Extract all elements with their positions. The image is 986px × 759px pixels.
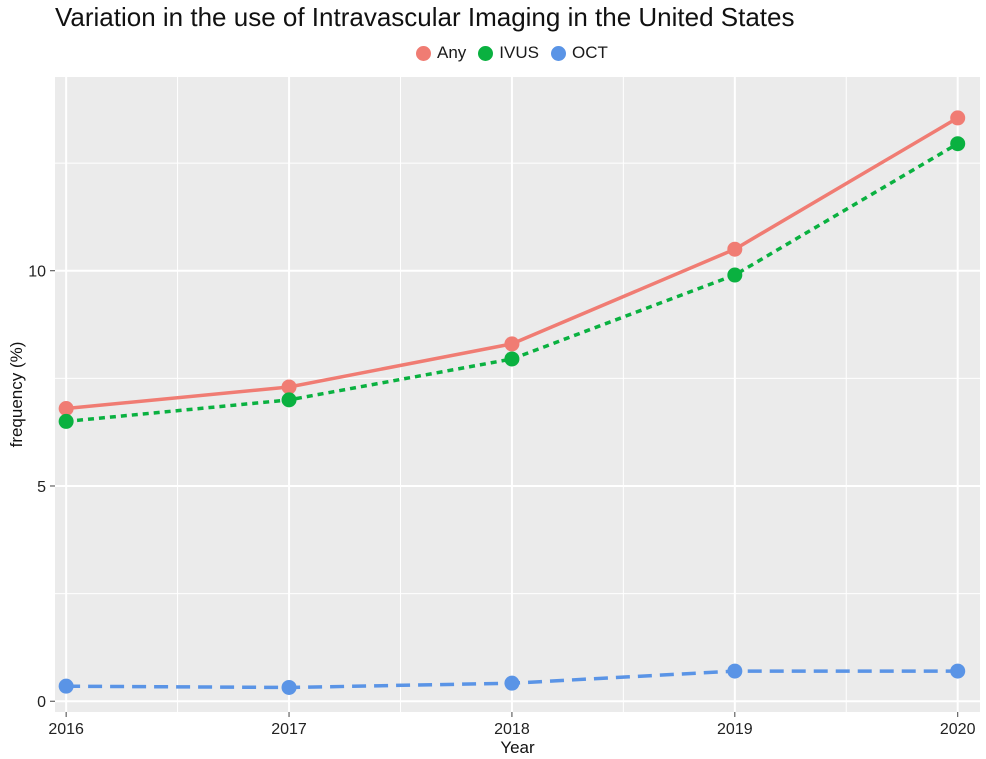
data-point-any-2017 <box>281 379 297 395</box>
data-point-ivus-2018 <box>504 351 520 367</box>
x-tick-label: 2017 <box>271 721 307 738</box>
legend-label-oct: OCT <box>571 43 608 62</box>
legend-label-ivus: IVUS <box>499 43 539 62</box>
data-point-ivus-2017 <box>281 392 297 408</box>
data-point-any-2020 <box>950 110 966 126</box>
data-point-ivus-2019 <box>727 267 743 283</box>
legend-key-oct <box>550 45 566 61</box>
legend-item-any: Any <box>416 43 466 63</box>
y-tick-label: 0 <box>37 694 46 711</box>
legend: Any IVUS OCT <box>416 40 620 66</box>
x-tick-label: 2019 <box>717 721 753 738</box>
x-tick-label: 2016 <box>48 721 84 738</box>
y-axis-title: frequency (%) <box>7 342 26 448</box>
x-tick-label: 2020 <box>940 721 976 738</box>
data-point-any-2019 <box>727 241 743 257</box>
legend-item-oct: OCT <box>550 43 608 63</box>
data-point-ivus-2016 <box>58 413 74 429</box>
legend-item-ivus: IVUS <box>478 43 539 63</box>
data-point-any-2016 <box>58 400 74 416</box>
data-point-any-2018 <box>504 336 520 352</box>
chart-title: Variation in the use of Intravascular Im… <box>55 2 795 32</box>
data-point-oct-2017 <box>281 679 297 695</box>
y-tick-label: 5 <box>37 479 46 496</box>
data-point-ivus-2020 <box>950 136 966 152</box>
data-point-oct-2018 <box>504 675 520 691</box>
x-axis-title: Year <box>500 738 535 757</box>
legend-label-any: Any <box>437 43 467 62</box>
data-point-oct-2020 <box>950 663 966 679</box>
x-tick-label: 2018 <box>494 721 530 738</box>
legend-key-any <box>416 45 431 61</box>
data-point-oct-2019 <box>727 663 743 679</box>
data-point-oct-2016 <box>58 678 74 694</box>
legend-key-ivus <box>478 45 494 61</box>
series-line-ivus <box>65 142 959 424</box>
y-tick-label: 10 <box>28 264 46 281</box>
